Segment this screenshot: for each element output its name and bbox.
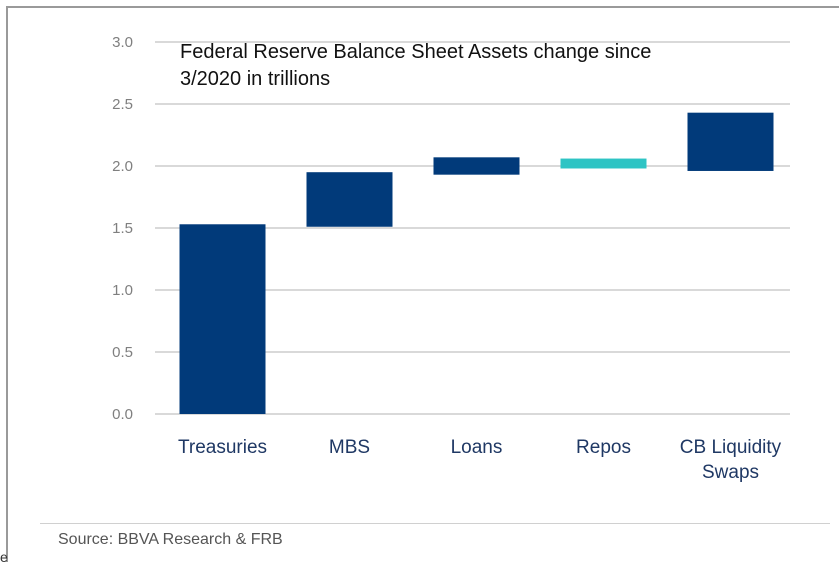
corner-glyph: e — [0, 549, 8, 565]
y-tick-label: 0.5 — [112, 344, 133, 361]
x-category-label: CB Liquidity — [680, 437, 782, 458]
y-tick-label: 0.0 — [112, 406, 133, 423]
x-axis-labels: Treasuries MBS Loans Repos CB Liquidity Swaps — [178, 437, 782, 483]
bar-repos — [560, 158, 647, 169]
bar-loans — [433, 157, 520, 175]
bar-cb-liquidity-swaps — [687, 112, 774, 171]
source-note: Source: BBVA Research & FRB — [58, 531, 283, 548]
chart-title-line1: Federal Reserve Balance Sheet Assets cha… — [180, 41, 651, 63]
x-category-label: Loans — [451, 437, 503, 458]
bar-mbs — [306, 172, 393, 227]
y-tick-label: 1.5 — [112, 220, 133, 237]
bars — [179, 112, 774, 414]
x-category-label: Swaps — [702, 462, 759, 483]
x-category-label: Treasuries — [178, 437, 267, 458]
y-axis-ticks: 0.0 0.5 1.0 1.5 2.0 2.5 3.0 — [112, 34, 133, 423]
chart-title-line2: 3/2020 in trillions — [180, 68, 330, 90]
source-divider — [40, 523, 830, 524]
bar-treasuries — [179, 224, 266, 414]
y-tick-label: 2.5 — [112, 96, 133, 113]
y-tick-label: 2.0 — [112, 158, 133, 175]
chart-frame — [6, 6, 839, 562]
x-category-label: Repos — [576, 437, 631, 458]
y-tick-label: 1.0 — [112, 282, 133, 299]
y-tick-label: 3.0 — [112, 34, 133, 51]
x-category-label: MBS — [329, 437, 370, 458]
